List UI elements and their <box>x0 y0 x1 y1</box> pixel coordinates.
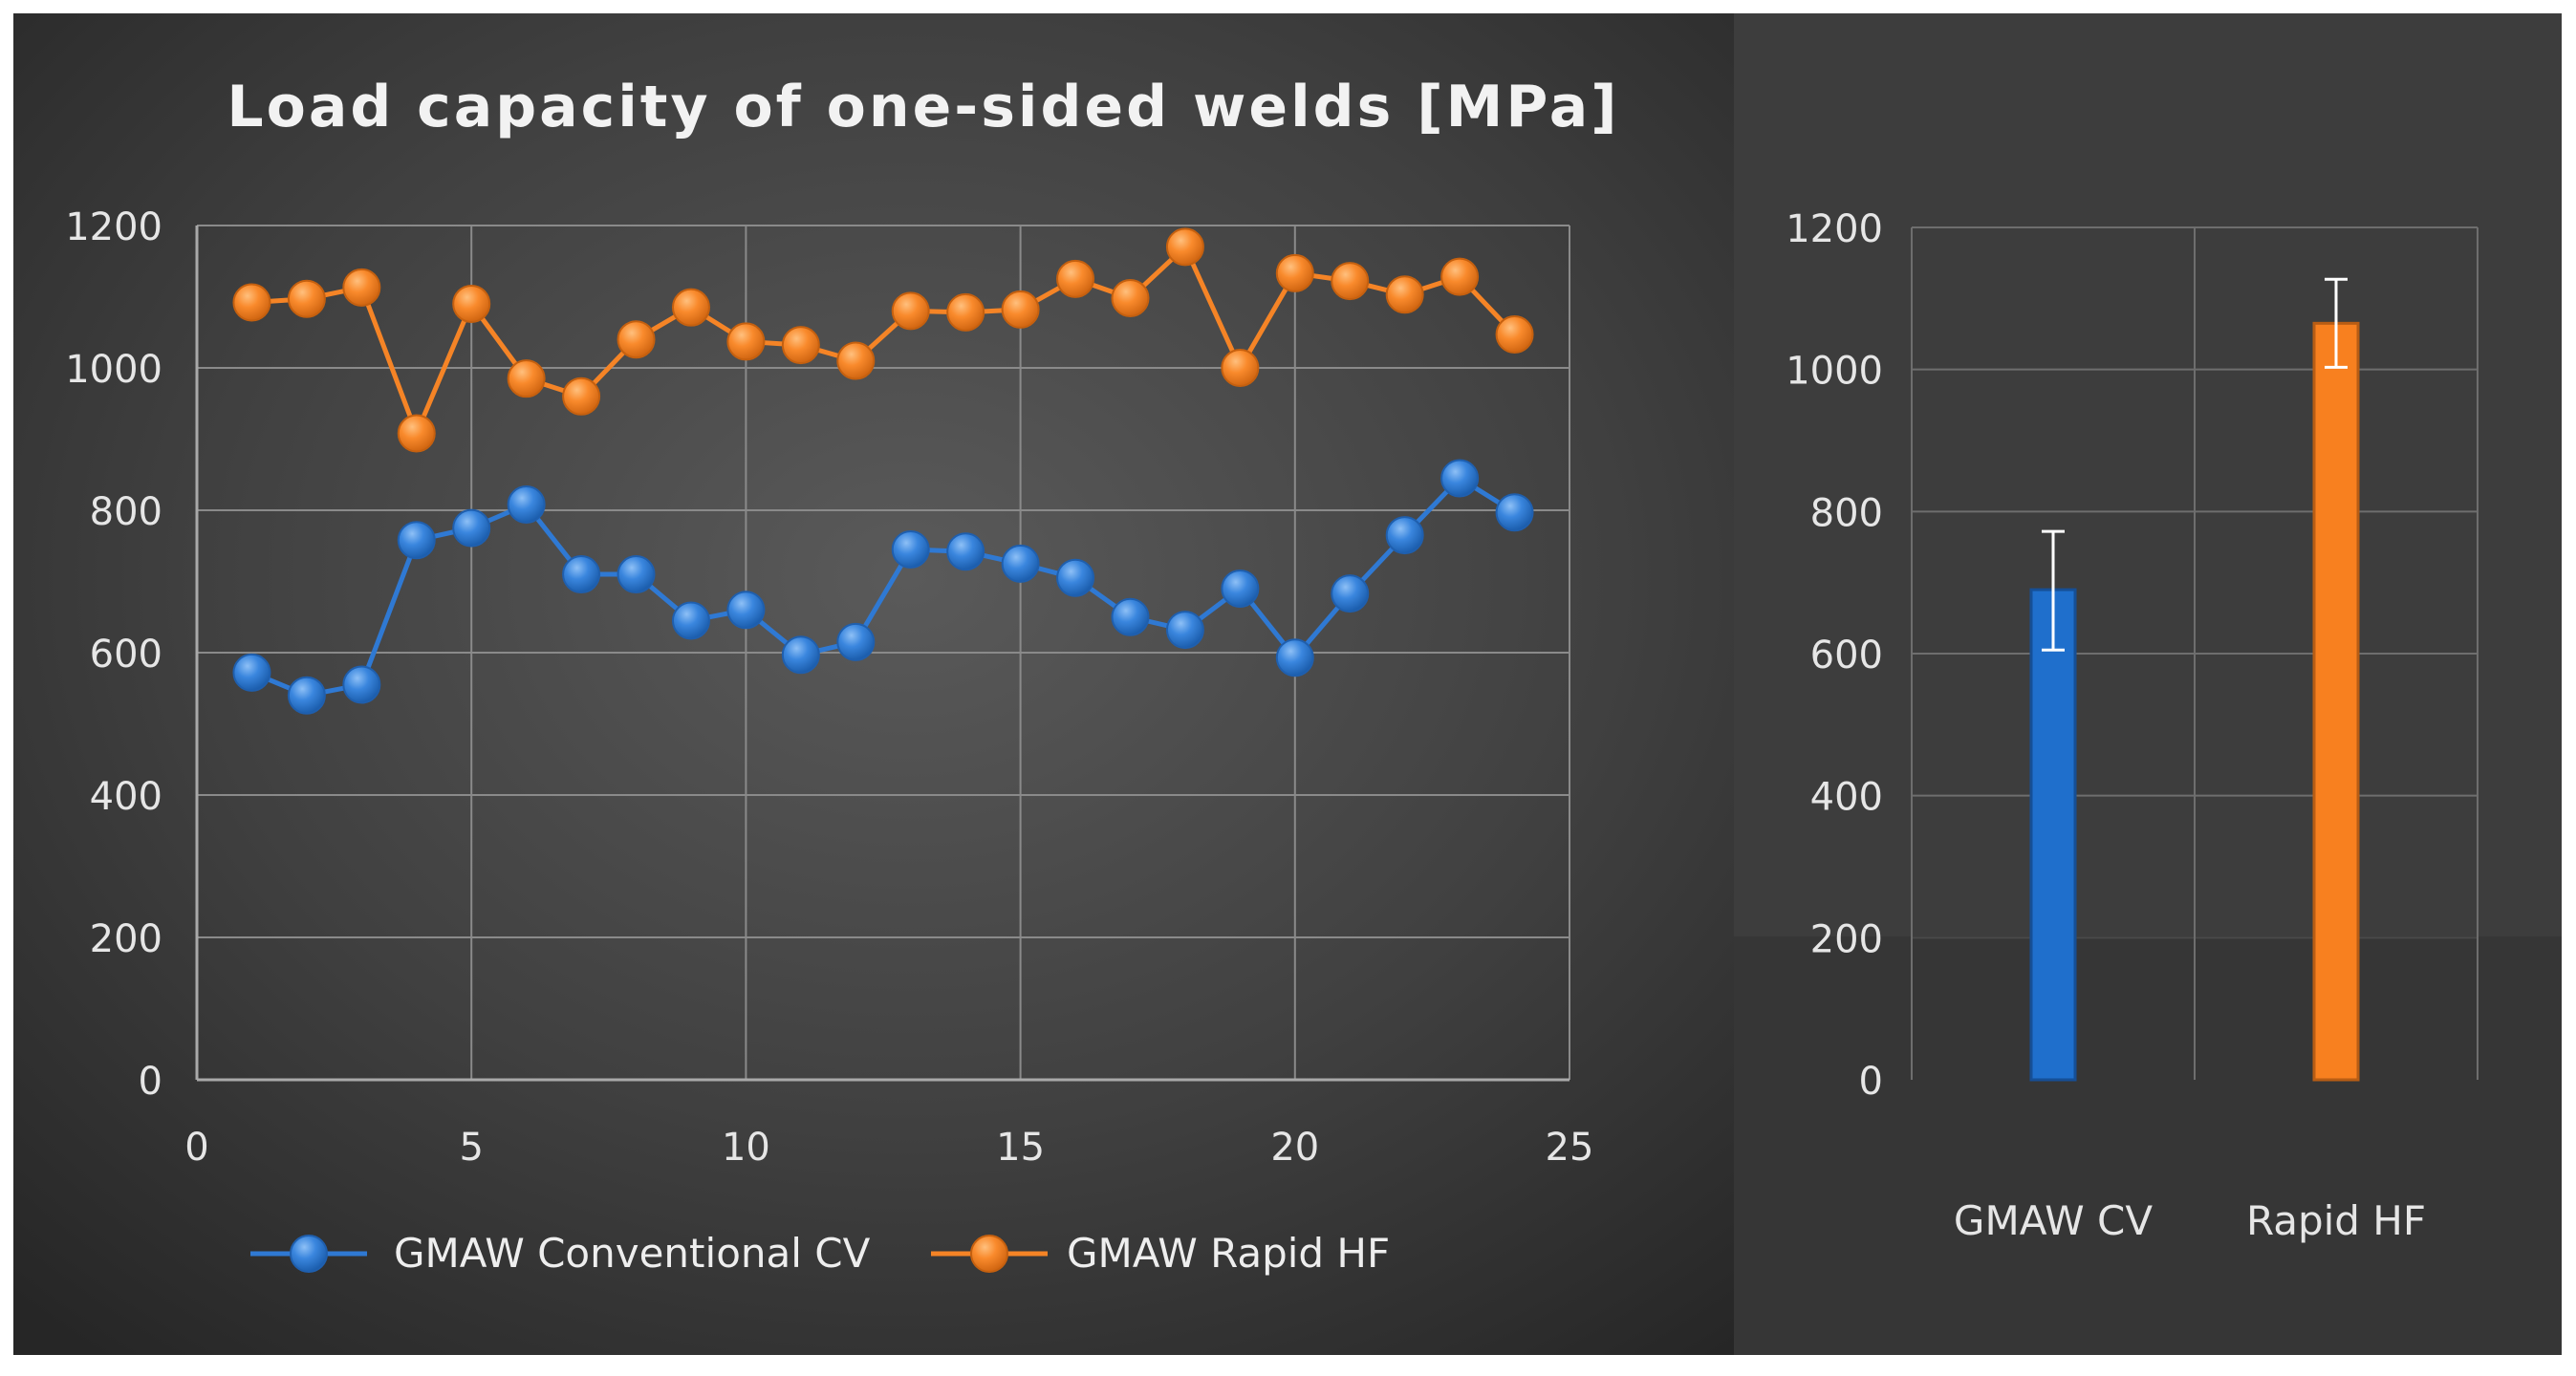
point-conventional-cv-16[interactable] <box>1056 558 1095 597</box>
x-tick-label-10: 10 <box>722 1126 770 1170</box>
line-chart-series <box>232 227 1534 715</box>
point-conventional-cv-22[interactable] <box>1385 516 1424 555</box>
point-conventional-cv-14[interactable] <box>946 532 985 571</box>
point-conventional-cv-24[interactable] <box>1495 493 1534 532</box>
point-conventional-cv-1[interactable] <box>232 653 271 692</box>
point-conventional-cv-19[interactable] <box>1221 569 1260 608</box>
point-rapid-hf-11[interactable] <box>781 326 820 365</box>
y-tick-label-0: 0 <box>139 1060 162 1104</box>
point-conventional-cv-3[interactable] <box>342 665 381 704</box>
point-rapid-hf-3[interactable] <box>342 268 381 307</box>
bar-gmaw-cv[interactable] <box>2029 588 2077 1082</box>
bar-y-tick-label-400: 400 <box>1810 776 1883 820</box>
point-conventional-cv-23[interactable] <box>1440 459 1480 498</box>
point-rapid-hf-20[interactable] <box>1275 253 1314 292</box>
bar-y-tick-label-1200: 1200 <box>1786 207 1883 251</box>
bar-y-tick-label-800: 800 <box>1810 491 1883 535</box>
legend-marker-rapid-hf <box>970 1235 1008 1273</box>
point-rapid-hf-18[interactable] <box>1165 227 1204 267</box>
point-conventional-cv-4[interactable] <box>397 521 436 560</box>
point-conventional-cv-13[interactable] <box>891 529 930 569</box>
x-tick-label-0: 0 <box>184 1126 208 1170</box>
point-conventional-cv-9[interactable] <box>671 601 710 640</box>
chart-title: Load capacity of one-sided welds [MPa] <box>227 74 1619 140</box>
point-rapid-hf-14[interactable] <box>946 292 985 332</box>
x-tick-label-25: 25 <box>1546 1126 1594 1170</box>
point-rapid-hf-21[interactable] <box>1331 262 1370 301</box>
x-tick-label-5: 5 <box>459 1126 483 1170</box>
point-conventional-cv-21[interactable] <box>1331 574 1370 613</box>
point-rapid-hf-1[interactable] <box>232 283 271 322</box>
bar-rapid-hf[interactable] <box>2312 321 2360 1082</box>
point-conventional-cv-5[interactable] <box>452 508 491 548</box>
point-rapid-hf-15[interactable] <box>1001 290 1040 329</box>
point-conventional-cv-20[interactable] <box>1275 638 1314 677</box>
point-rapid-hf-2[interactable] <box>287 279 326 318</box>
legend: GMAW Conventional CV GMAW Rapid HF <box>250 1230 1390 1277</box>
bar-chart-axes: 0 200 400 600 800 1000 1200 GMAW CV Rapid HF <box>1786 207 2426 1244</box>
y-tick-label-200: 200 <box>90 917 162 961</box>
point-conventional-cv-8[interactable] <box>617 555 656 594</box>
bar-chart: 0 200 400 600 800 1000 1200 GMAW CV Rapid HF <box>1786 207 2479 1244</box>
left-panel-background <box>13 13 1734 1355</box>
point-rapid-hf-10[interactable] <box>726 322 766 361</box>
point-rapid-hf-9[interactable] <box>671 288 710 327</box>
bar-y-tick-label-600: 600 <box>1810 634 1883 677</box>
point-conventional-cv-18[interactable] <box>1165 611 1204 650</box>
legend-item-rapid-hf[interactable]: GMAW Rapid HF <box>931 1230 1390 1277</box>
point-rapid-hf-8[interactable] <box>617 320 656 359</box>
point-conventional-cv-15[interactable] <box>1001 544 1040 583</box>
bar-category-label-gmaw-cv: GMAW CV <box>1954 1197 2153 1244</box>
line-chart-axes: 0 200 400 600 800 1000 1200 0 5 10 15 20 25 <box>65 205 1593 1170</box>
bar-chart-gridlines <box>1911 226 2479 1080</box>
x-tick-label-20: 20 <box>1270 1126 1319 1170</box>
legend-label-rapid-hf: GMAW Rapid HF <box>1067 1230 1390 1277</box>
point-rapid-hf-16[interactable] <box>1056 259 1095 298</box>
point-conventional-cv-12[interactable] <box>836 622 876 661</box>
point-conventional-cv-6[interactable] <box>507 485 546 525</box>
bar-y-tick-label-200: 200 <box>1810 917 1883 961</box>
right-panel-bottom-fade <box>1734 936 2562 1355</box>
point-rapid-hf-6[interactable] <box>507 359 546 398</box>
point-conventional-cv-17[interactable] <box>1111 597 1150 636</box>
point-conventional-cv-11[interactable] <box>781 635 820 675</box>
point-rapid-hf-12[interactable] <box>836 341 876 380</box>
point-rapid-hf-17[interactable] <box>1111 278 1150 317</box>
bar-category-label-rapid-hf: Rapid HF <box>2246 1197 2426 1244</box>
point-rapid-hf-23[interactable] <box>1440 257 1480 296</box>
line-chart: Load capacity of one-sided welds [MPa] 0… <box>65 74 1619 1277</box>
legend-item-conventional-cv[interactable]: GMAW Conventional CV <box>250 1230 871 1277</box>
y-tick-label-800: 800 <box>90 490 162 534</box>
point-conventional-cv-2[interactable] <box>287 676 326 715</box>
point-conventional-cv-10[interactable] <box>726 591 766 630</box>
point-rapid-hf-5[interactable] <box>452 284 491 323</box>
line-chart-gridlines <box>197 225 1570 1080</box>
y-tick-label-600: 600 <box>90 633 162 677</box>
bar-chart-bars <box>2029 277 2360 1082</box>
y-tick-label-1000: 1000 <box>65 348 162 392</box>
y-tick-label-1200: 1200 <box>65 205 162 249</box>
bar-y-tick-label-1000: 1000 <box>1786 350 1883 394</box>
bar-y-tick-label-0: 0 <box>1859 1060 1883 1104</box>
point-rapid-hf-24[interactable] <box>1495 314 1534 354</box>
point-rapid-hf-7[interactable] <box>562 376 601 416</box>
point-rapid-hf-4[interactable] <box>397 414 436 453</box>
point-rapid-hf-13[interactable] <box>891 291 930 331</box>
x-tick-label-15: 15 <box>996 1126 1045 1170</box>
legend-marker-conventional-cv <box>290 1235 328 1273</box>
legend-label-conventional-cv: GMAW Conventional CV <box>394 1230 871 1277</box>
point-rapid-hf-19[interactable] <box>1221 349 1260 387</box>
point-rapid-hf-22[interactable] <box>1385 275 1424 314</box>
y-tick-label-400: 400 <box>90 775 162 819</box>
point-conventional-cv-7[interactable] <box>562 555 601 594</box>
